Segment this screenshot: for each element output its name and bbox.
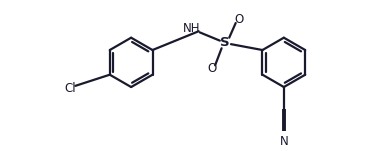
Text: Cl: Cl [65, 82, 77, 95]
Text: S: S [220, 37, 230, 50]
Text: N: N [279, 135, 288, 148]
Text: NH: NH [183, 22, 201, 35]
Text: O: O [234, 13, 243, 26]
Text: O: O [207, 62, 216, 75]
